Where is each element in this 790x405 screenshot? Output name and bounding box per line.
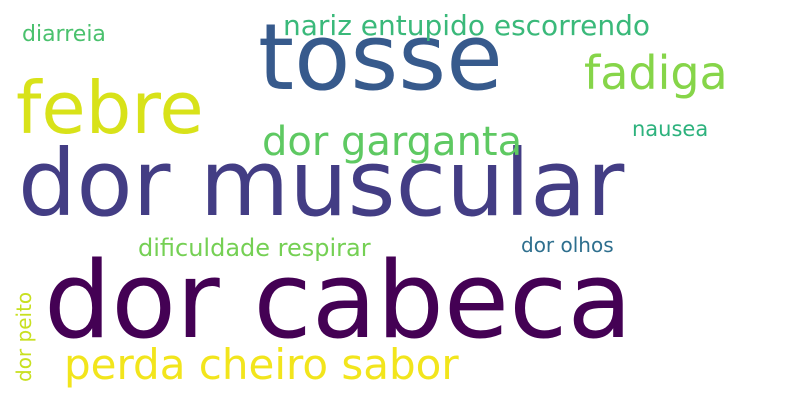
word-nausea: nausea bbox=[632, 117, 709, 141]
word-tosse: tosse bbox=[258, 4, 503, 111]
word-fadiga: fadiga bbox=[584, 46, 728, 100]
word-perda-cheiro-sabor: perda cheiro sabor bbox=[64, 340, 459, 389]
word-dificuldade-respirar: dificuldade respirar bbox=[138, 234, 371, 262]
word-febre: febre bbox=[16, 66, 204, 150]
word-dor-garganta: dor garganta bbox=[262, 119, 523, 165]
word-dor-olhos: dor olhos bbox=[521, 233, 614, 257]
word-dor-peito: dor peito bbox=[12, 291, 36, 382]
word-diarreia: diarreia bbox=[22, 22, 106, 47]
word-dor-muscular: dor muscular bbox=[18, 130, 625, 237]
word-nariz-entupido-escorrendo: nariz entupido escorrendo bbox=[283, 9, 650, 42]
word-dor-cabeca: dor cabeca bbox=[44, 239, 633, 362]
